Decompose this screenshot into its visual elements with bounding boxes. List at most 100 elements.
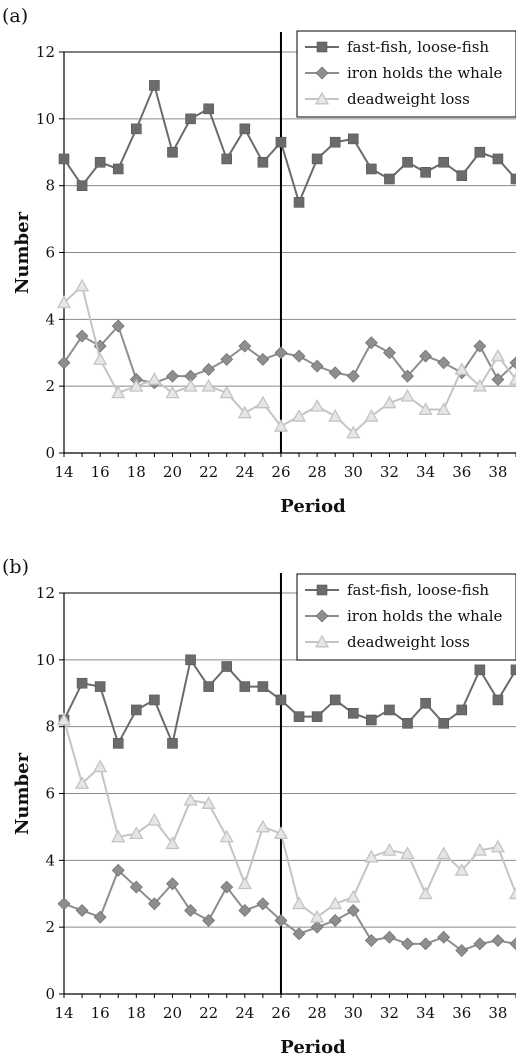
data-point [219, 829, 234, 843]
data-point [74, 278, 90, 292]
data-point [310, 359, 324, 373]
data-point [347, 707, 359, 719]
data-point [165, 836, 180, 850]
data-point [419, 349, 433, 363]
data-point [508, 886, 516, 900]
x-tick-label: 18 [127, 463, 146, 481]
data-point [310, 398, 325, 412]
y-axis-title: Number [12, 211, 33, 294]
x-tick-label: 34 [416, 463, 435, 481]
x-tick-label: 30 [344, 463, 363, 481]
data-point [383, 930, 396, 944]
data-point [492, 153, 504, 165]
data-point [346, 369, 360, 383]
data-point [221, 661, 233, 672]
data-point [166, 369, 179, 383]
data-point [274, 346, 288, 360]
y-tick-label: 8 [45, 718, 55, 736]
data-point [274, 914, 288, 927]
data-point [418, 402, 433, 416]
data-point [292, 349, 306, 363]
data-point [201, 796, 216, 809]
data-point [384, 173, 395, 185]
data-point [58, 153, 70, 165]
y-tick-label: 2 [45, 377, 55, 395]
data-point [328, 896, 343, 910]
data-point [364, 849, 379, 863]
data-point [346, 889, 361, 903]
x-tick-label: 34 [416, 1004, 435, 1022]
data-point [346, 904, 360, 917]
data-point [474, 664, 486, 676]
data-point [328, 366, 342, 380]
data-point [257, 156, 269, 168]
data-point [382, 395, 397, 409]
data-point [93, 759, 108, 773]
data-point [257, 681, 269, 692]
data-point [509, 356, 516, 370]
legend-marker [316, 41, 328, 53]
legend-marker [315, 66, 329, 80]
data-point [183, 792, 198, 806]
data-point [129, 880, 143, 894]
legend: fast-fish, loose-fish iron holds the whal… [296, 30, 516, 118]
data-point [473, 339, 487, 353]
x-tick-label: 28 [308, 1004, 327, 1022]
legend: fast-fish, loose-fish iron holds the whal… [296, 573, 516, 661]
data-point [510, 173, 516, 185]
data-point [94, 681, 106, 692]
data-point [147, 812, 162, 826]
data-point [291, 408, 307, 422]
y-tick-label: 2 [45, 918, 55, 936]
legend-label: deadweight loss [347, 633, 470, 651]
x-tick-label: 28 [308, 463, 327, 481]
x-tick-label: 18 [127, 1004, 146, 1022]
data-point [167, 738, 178, 749]
series-line [63, 324, 516, 384]
data-point [455, 944, 469, 957]
data-point [310, 909, 325, 923]
data-point [147, 897, 161, 911]
data-point [149, 80, 160, 91]
data-point [509, 937, 516, 951]
data-point [510, 664, 516, 676]
data-point [93, 910, 107, 924]
data-point [255, 819, 270, 833]
series-line [63, 719, 516, 919]
x-tick-label: 26 [271, 1004, 290, 1022]
x-tick-label: 26 [271, 463, 290, 481]
data-point [111, 385, 126, 399]
data-point [184, 904, 197, 917]
data-point [347, 133, 359, 145]
data-point [238, 339, 252, 353]
data-point [185, 654, 196, 666]
data-point [185, 113, 196, 125]
x-axis-title: Period [280, 496, 346, 517]
data-point [366, 163, 377, 175]
data-point [111, 319, 125, 333]
data-point [311, 711, 323, 722]
data-point [237, 876, 252, 890]
y-tick-label: 12 [36, 43, 55, 61]
data-point [490, 839, 506, 853]
data-point [420, 697, 431, 709]
data-point [220, 353, 234, 366]
data-point [239, 681, 251, 692]
data-point [437, 356, 451, 370]
data-point [473, 937, 487, 951]
x-tick-label: 22 [199, 1004, 218, 1022]
data-point [364, 336, 378, 350]
data-point [129, 826, 144, 840]
legend-marker [314, 634, 330, 648]
data-point [402, 156, 413, 168]
data-point [491, 934, 505, 947]
data-point [76, 180, 88, 191]
y-tick-label: 0 [45, 444, 55, 462]
data-point [383, 346, 396, 360]
legend-marker [314, 91, 330, 105]
